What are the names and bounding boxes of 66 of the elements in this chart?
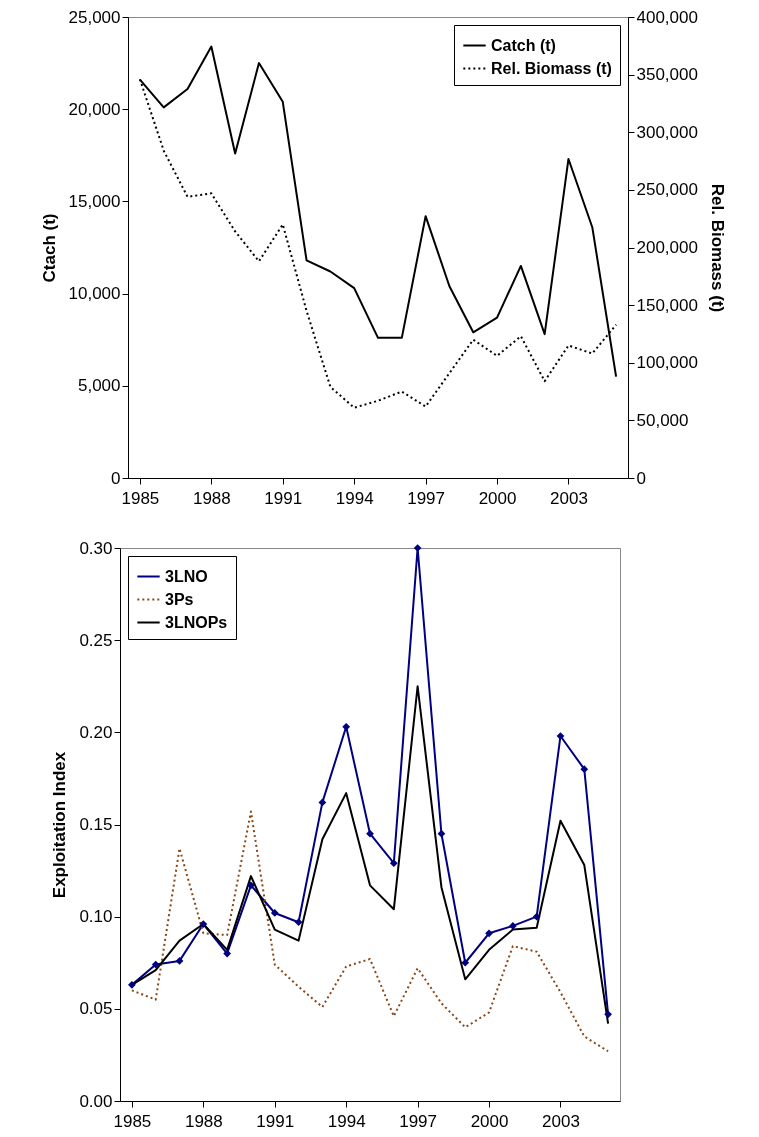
y-tick-label: 0: [111, 468, 121, 488]
y2-tick-label: 300,000: [636, 122, 698, 142]
point: [485, 929, 493, 938]
x-tick-label: 1994: [335, 488, 374, 508]
point: [199, 920, 208, 928]
y2-tick-label: 400,000: [636, 7, 698, 27]
x-tick-label: 2000: [478, 488, 517, 508]
y-tick-label: 20,000: [68, 99, 121, 119]
y-tick-label: 15,000: [68, 191, 121, 211]
point: [508, 922, 517, 930]
point: [556, 732, 565, 740]
y-tick-label: 5,000: [77, 376, 121, 396]
x-tick-label: 1991: [256, 1111, 295, 1131]
x-tick-label: 1991: [264, 488, 303, 508]
point: [151, 960, 160, 969]
x-tick-label: 1988: [184, 1111, 223, 1131]
point: [580, 765, 589, 774]
y-tick-label: 10,000: [68, 284, 121, 304]
y-axis-title: Ctach (t): [39, 213, 59, 283]
x-tick-label: 1988: [192, 488, 231, 508]
y-tick-label: 0.00: [79, 1091, 113, 1111]
legend-label: 3LNOPs: [165, 613, 228, 631]
x-tick-label: 1994: [327, 1111, 366, 1131]
point: [604, 1010, 612, 1019]
y-tick-label: 0.30: [79, 538, 113, 558]
point: [247, 881, 255, 890]
legend-label: 3Ps: [165, 590, 194, 608]
y2-tick-label: 0: [636, 468, 646, 488]
point: [366, 829, 374, 838]
x-tick-label: 1985: [121, 488, 160, 508]
y2-tick-label: 350,000: [636, 65, 698, 85]
line-series: [130, 810, 610, 1053]
y-tick-label: 0.15: [79, 815, 113, 834]
point: [128, 981, 136, 989]
x-tick-label: 2003: [542, 1111, 580, 1131]
point: [342, 722, 351, 731]
point: [294, 918, 303, 927]
x-tick-label: 1997: [407, 488, 446, 508]
y2-axis-title: Rel. Biomass (t): [707, 183, 727, 313]
y2-tick-label: 250,000: [636, 180, 698, 200]
y-tick-label: 0.25: [79, 630, 113, 650]
legend-label: Rel. Biomass (t): [491, 59, 612, 77]
point: [223, 949, 232, 958]
y2-tick-label: 50,000: [636, 410, 689, 430]
y-axis-title: Exploitation Index: [50, 751, 70, 899]
y-tick-label: 25,000: [68, 7, 121, 27]
y2-tick-label: 100,000: [636, 353, 698, 373]
point: [532, 912, 541, 921]
legend-label: 3LNO: [165, 567, 208, 585]
x-tick-label: 2000: [470, 1111, 509, 1131]
point: [461, 958, 470, 967]
point: [318, 798, 327, 807]
y-tick-label: 0.05: [79, 999, 113, 1019]
x-tick-label: 1985: [113, 1111, 152, 1131]
x-tick-label: 2003: [550, 488, 588, 508]
point: [270, 909, 279, 917]
point: [413, 544, 422, 552]
point: [437, 829, 446, 838]
y2-tick-label: 150,000: [636, 295, 698, 315]
y-tick-label: 0.20: [79, 722, 113, 742]
y2-tick-label: 200,000: [636, 238, 698, 257]
legend-label: Catch (t): [491, 36, 556, 54]
x-tick-label: 1997: [399, 1111, 438, 1131]
point: [389, 859, 398, 868]
point: [175, 957, 184, 965]
y-tick-label: 0.10: [79, 907, 113, 927]
